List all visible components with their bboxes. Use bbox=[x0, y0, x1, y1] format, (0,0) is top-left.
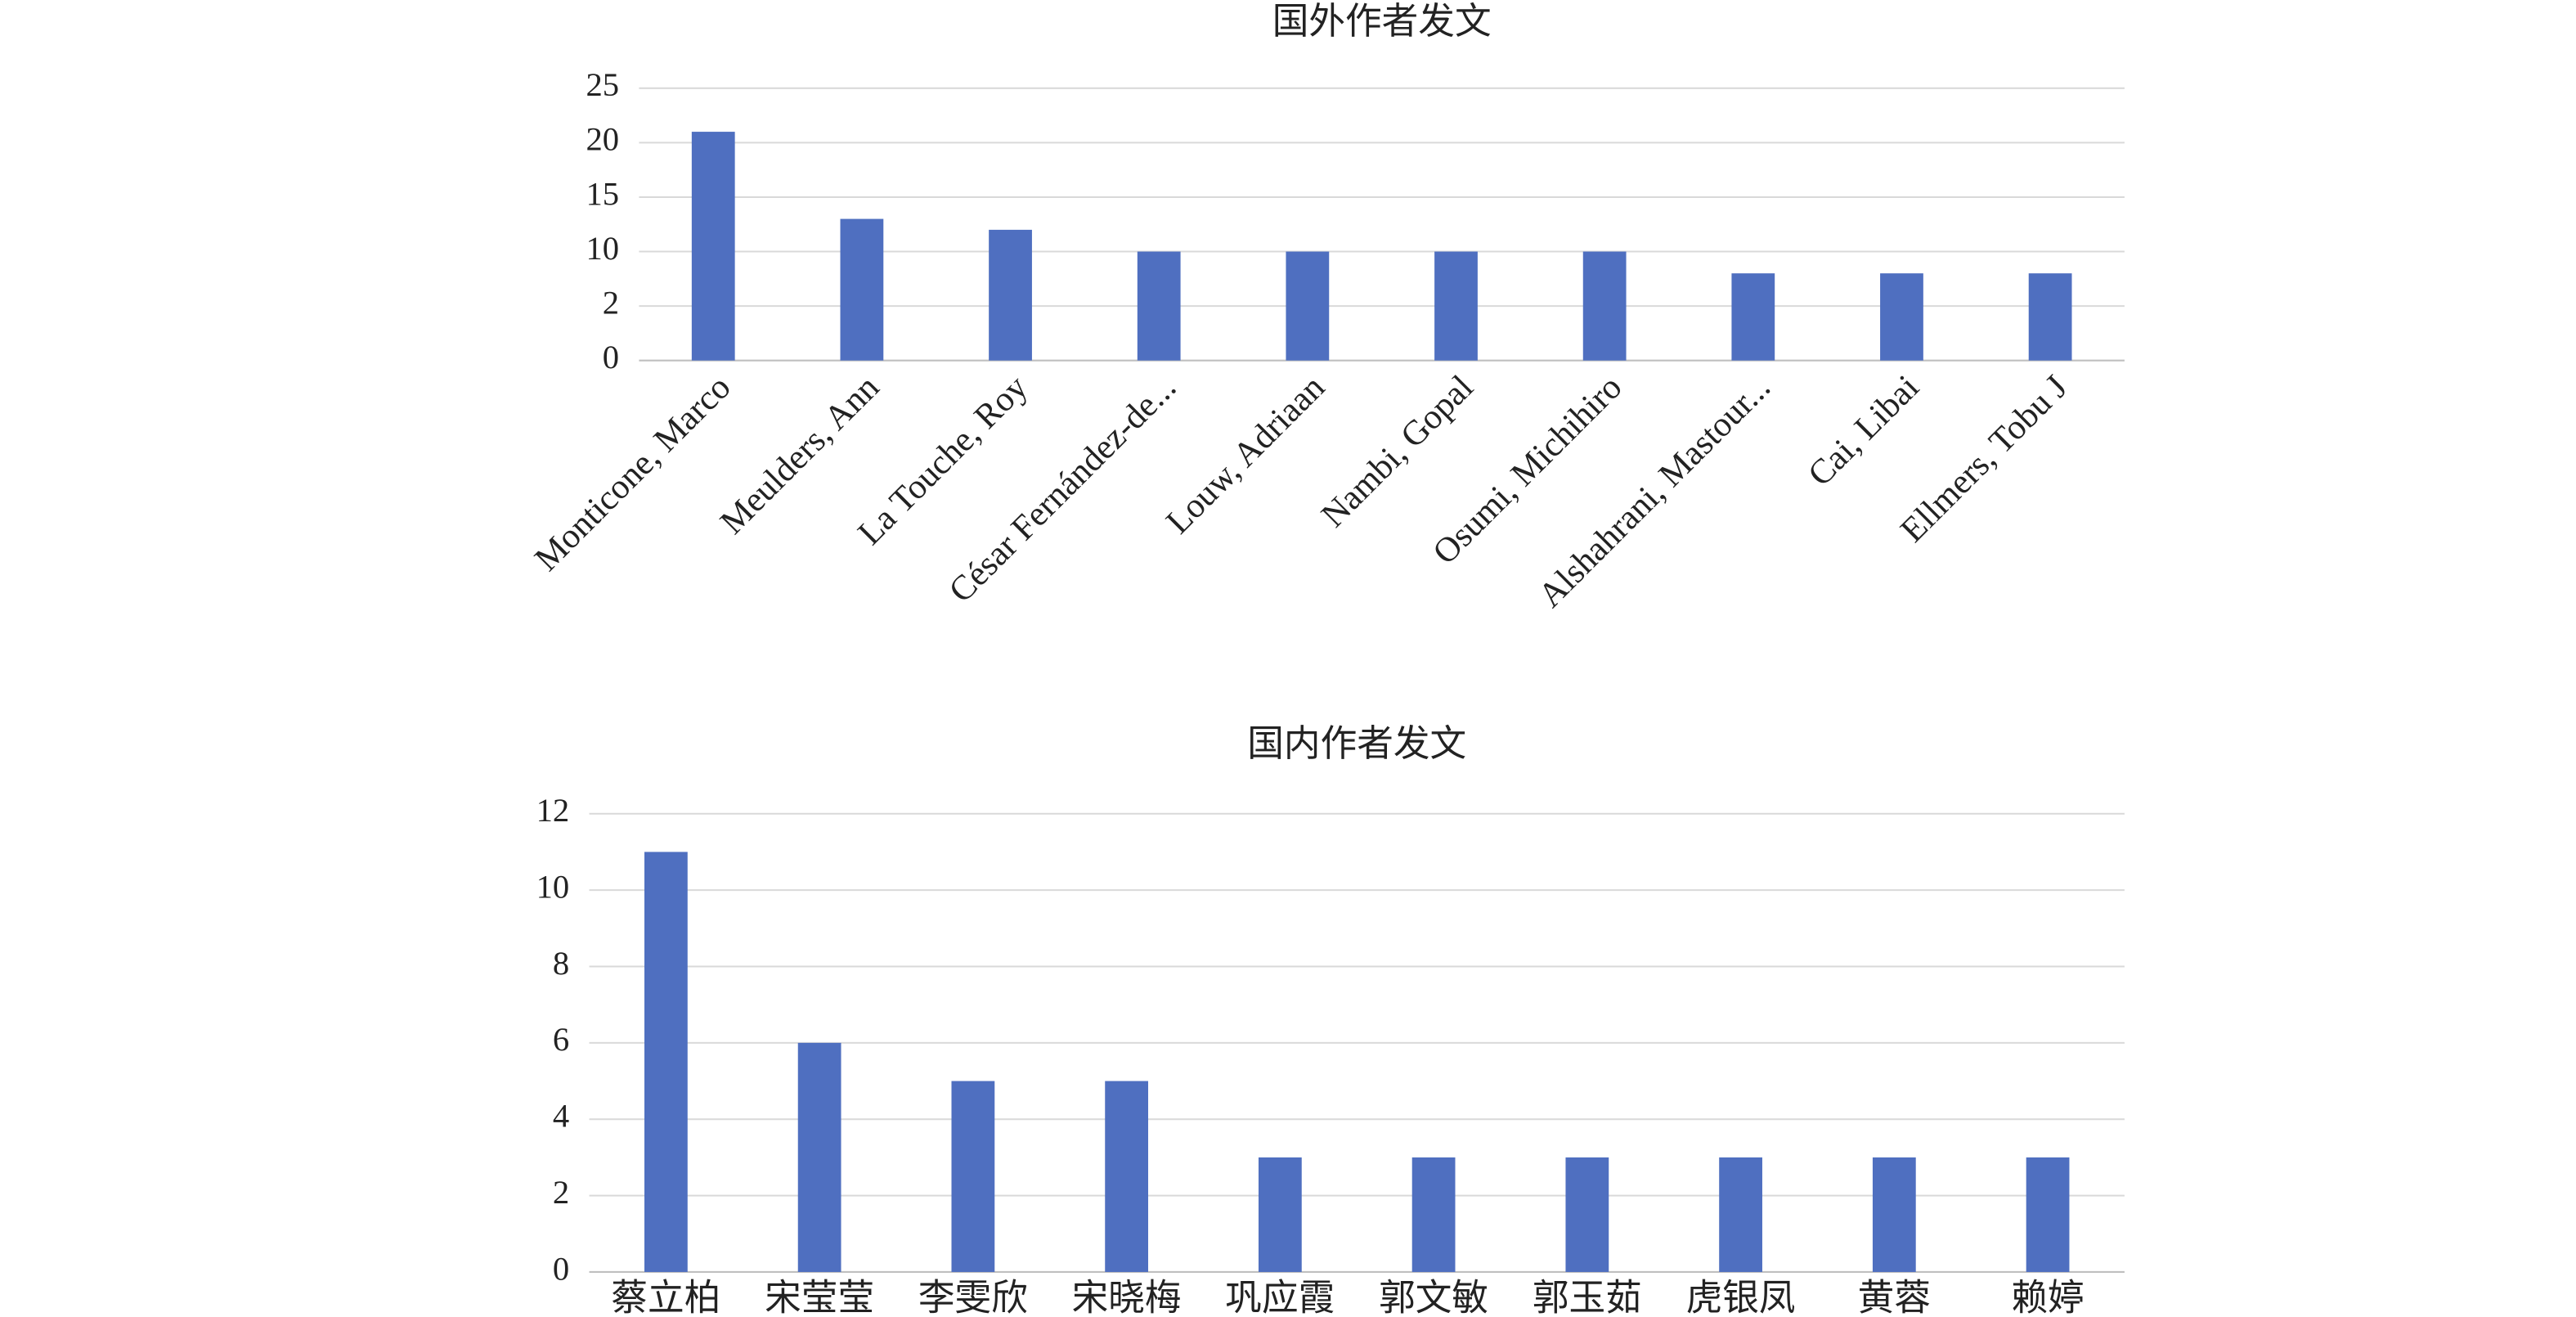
bar bbox=[644, 852, 688, 1272]
bar bbox=[1872, 1157, 1916, 1272]
x-tick-label: 赖婷 bbox=[2011, 1278, 2084, 1317]
bar bbox=[2028, 273, 2072, 361]
x-tick-label: 蔡立柏 bbox=[611, 1278, 720, 1317]
y-tick-label: 10 bbox=[536, 868, 570, 905]
bar bbox=[1719, 1157, 1762, 1272]
bar bbox=[951, 1081, 995, 1272]
x-tick-label: Louw, Adriaan bbox=[1159, 368, 1332, 542]
y-tick-label: 2 bbox=[603, 284, 619, 321]
chart-title: 国内作者发文 bbox=[1247, 723, 1466, 764]
x-tick-label: 李雯欣 bbox=[918, 1278, 1028, 1317]
chart-title: 国外作者发文 bbox=[1272, 1, 1492, 42]
x-tick-label: 宋莹莹 bbox=[765, 1278, 874, 1317]
y-tick-label: 15 bbox=[586, 175, 619, 212]
x-tick-label: 巩应霞 bbox=[1225, 1278, 1335, 1317]
y-tick-label: 25 bbox=[586, 66, 619, 103]
bar bbox=[797, 1042, 841, 1272]
x-tick-label: Monticone, Marco bbox=[527, 368, 738, 578]
bar bbox=[1434, 251, 1478, 361]
bar bbox=[1286, 251, 1330, 361]
bar bbox=[1880, 273, 1923, 361]
bar bbox=[1105, 1081, 1149, 1272]
bar bbox=[1565, 1157, 1609, 1272]
bar bbox=[2026, 1157, 2070, 1272]
x-tick-label: 郭文敏 bbox=[1379, 1278, 1488, 1317]
bar bbox=[840, 218, 884, 361]
x-tick-label: 宋晓梅 bbox=[1072, 1278, 1182, 1317]
x-tick-label: 黄蓉 bbox=[1858, 1278, 1931, 1317]
bar bbox=[1137, 251, 1181, 361]
bar bbox=[1582, 251, 1627, 361]
x-tick-label: 郭玉茹 bbox=[1533, 1278, 1642, 1317]
y-tick-label: 6 bbox=[553, 1021, 569, 1058]
bar bbox=[989, 229, 1032, 361]
bar bbox=[1411, 1157, 1456, 1272]
bar bbox=[691, 132, 735, 361]
y-tick-label: 4 bbox=[553, 1098, 569, 1135]
y-tick-label: 12 bbox=[536, 792, 570, 829]
y-tick-label: 20 bbox=[586, 121, 619, 158]
x-tick-label: 虎银凤 bbox=[1686, 1278, 1796, 1317]
x-tick-label: Cai, Libai bbox=[1801, 368, 1927, 494]
bar bbox=[1258, 1157, 1302, 1272]
y-tick-label: 10 bbox=[586, 230, 619, 267]
y-tick-label: 8 bbox=[553, 945, 569, 982]
y-tick-label: 0 bbox=[553, 1250, 569, 1287]
y-tick-label: 0 bbox=[603, 339, 619, 375]
bar bbox=[1731, 273, 1775, 361]
x-tick-label: Nambi, Gopal bbox=[1314, 368, 1481, 535]
y-tick-label: 2 bbox=[553, 1174, 569, 1211]
